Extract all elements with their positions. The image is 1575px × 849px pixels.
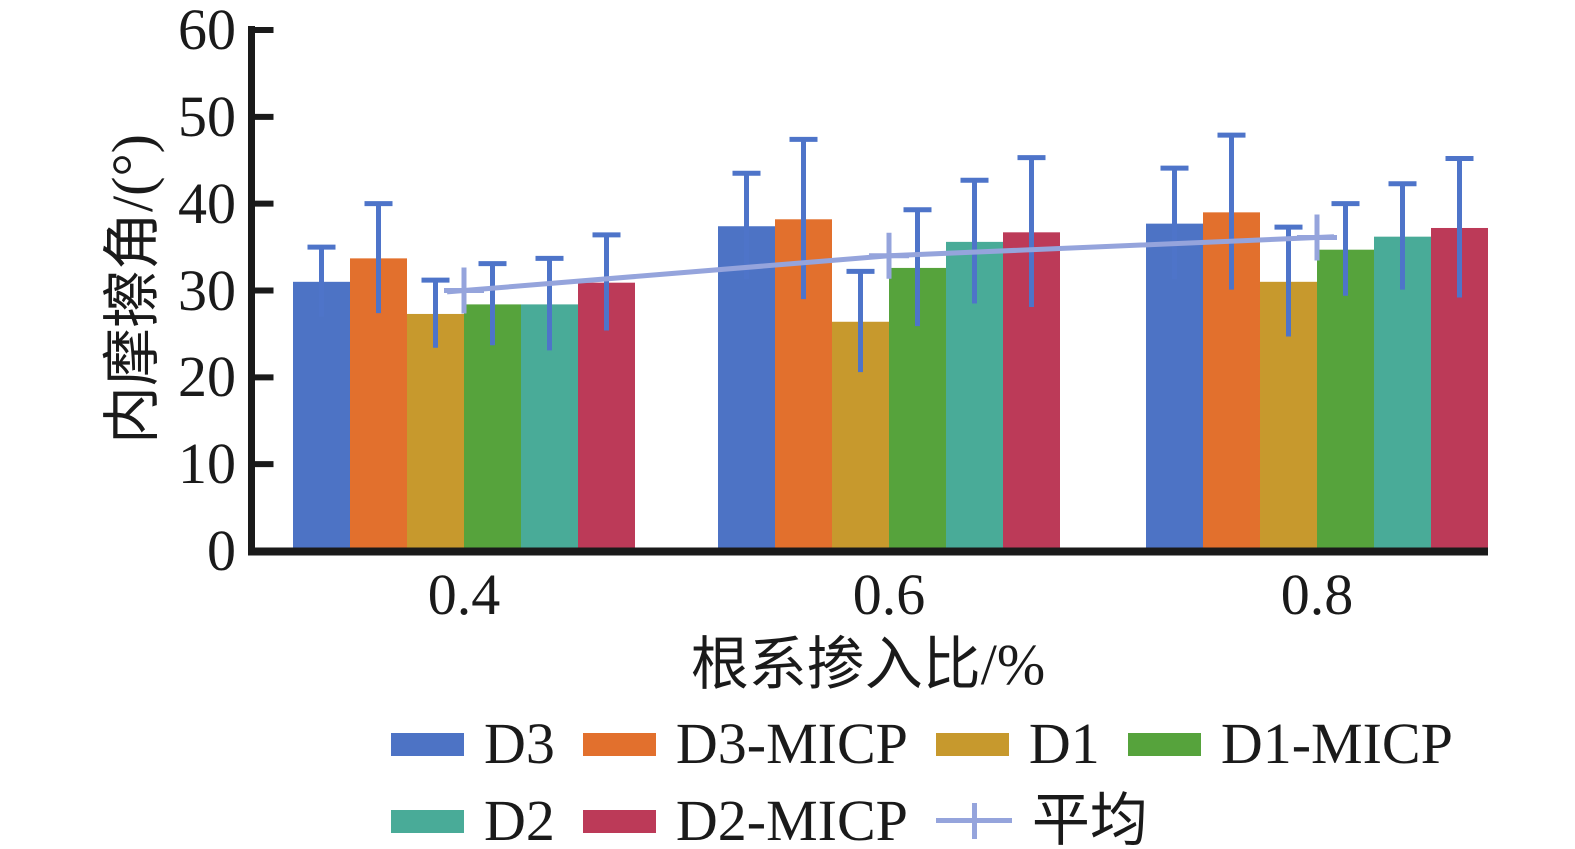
d1-color-swatch	[935, 732, 1009, 756]
legend-item-d1: D1	[935, 711, 1100, 777]
d2-color-swatch	[391, 809, 464, 833]
legend-item-d2: D2	[391, 787, 555, 849]
legend-label-d1-micp: D1-MICP	[1220, 711, 1453, 776]
legend-row-2: D2 D2-MICP 平均	[391, 787, 1453, 849]
legend-label-d2: D2	[484, 787, 555, 849]
legend-row-1: D3 D3-MICP D1 D1-MICP	[391, 711, 1453, 777]
bar-D2-0.8	[1374, 236, 1431, 555]
legend-item-d3: D3	[391, 711, 555, 777]
y-axis-title: 内摩擦角/(°)	[100, 134, 165, 444]
d2-micp-color-swatch	[582, 809, 656, 833]
d3-micp-color-swatch	[582, 732, 656, 756]
bar-D3-0.4	[293, 281, 350, 555]
bar-D1-0.4	[407, 313, 464, 555]
average-line-marker-icon	[935, 799, 1012, 843]
legend-item-d2-micp: D2-MICP	[582, 787, 908, 849]
bar-D1-MICP-0.8	[1317, 249, 1374, 555]
d1-micp-color-swatch	[1127, 732, 1201, 756]
legend: D3 D3-MICP D1 D1-MICP D2 D2-MICP	[391, 711, 1453, 849]
legend-label-d3: D3	[484, 711, 555, 776]
legend-label-d2-micp: D2-MICP	[675, 787, 908, 849]
legend-item-d3-micp: D3-MICP	[582, 711, 908, 777]
bar-D1-MICP-0.4	[464, 304, 521, 555]
legend-item-average: 平均	[935, 787, 1148, 849]
legend-label-d1: D1	[1028, 711, 1100, 776]
legend-label-d3-micp: D3-MICP	[675, 711, 908, 776]
bar-D3-0.6	[718, 226, 775, 555]
legend-item-d1-micp: D1-MICP	[1127, 711, 1453, 777]
x-axis-title: 根系掺入比/%	[690, 632, 1046, 697]
d3-color-swatch	[391, 732, 464, 756]
legend-label-average: 平均	[1031, 787, 1148, 849]
